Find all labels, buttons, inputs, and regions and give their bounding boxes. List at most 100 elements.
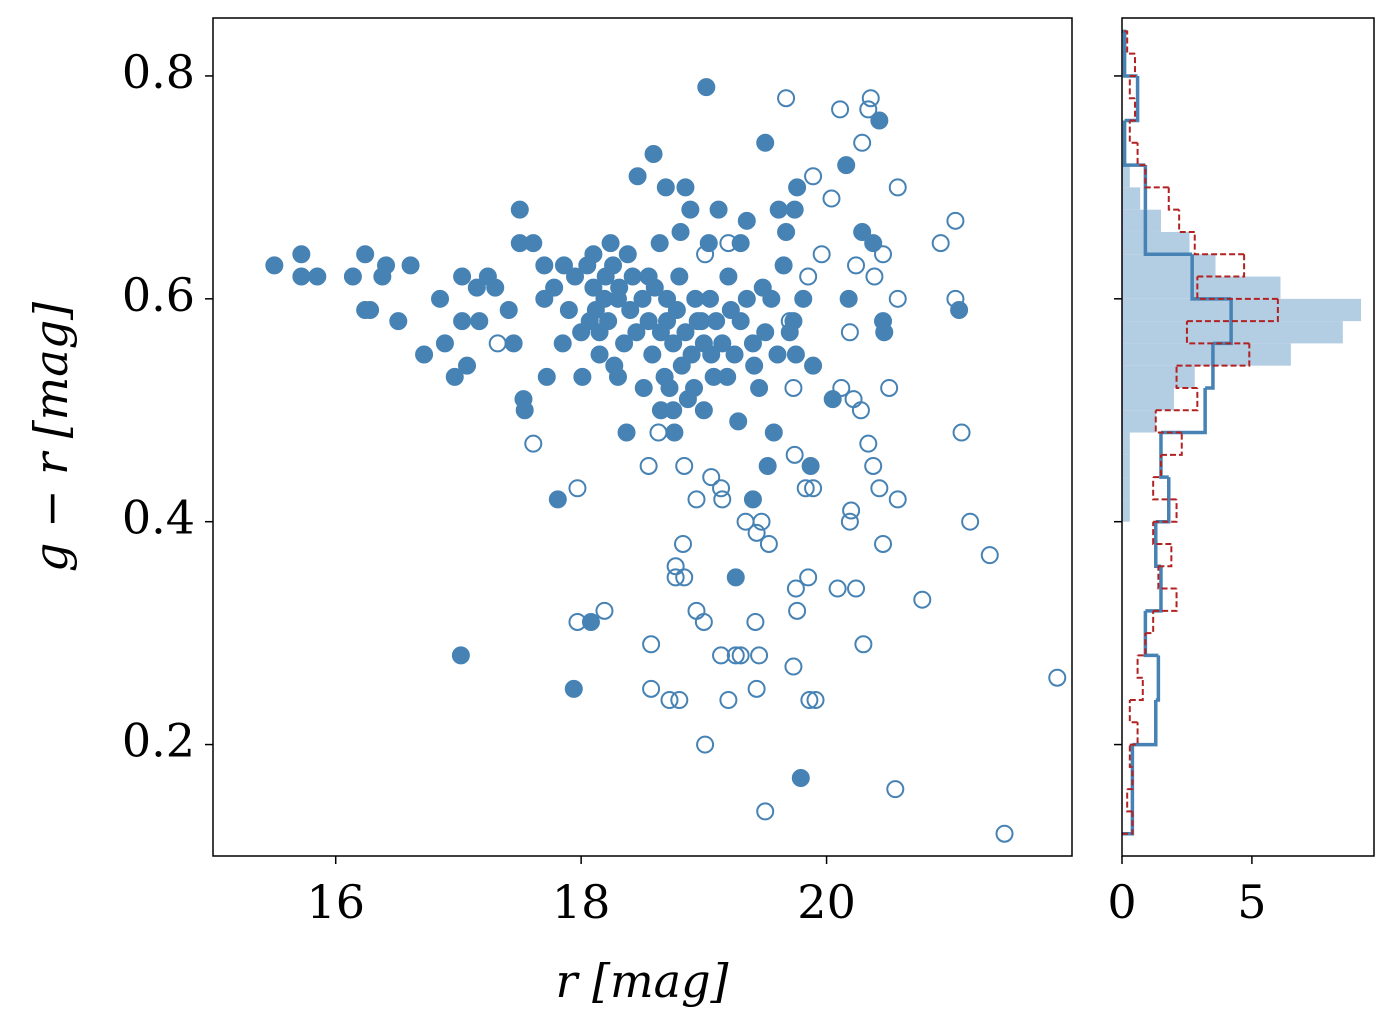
data-point bbox=[743, 490, 762, 509]
data-point bbox=[785, 200, 804, 219]
data-point bbox=[713, 490, 732, 509]
data-point bbox=[676, 323, 695, 342]
data-point bbox=[599, 312, 618, 331]
data-point bbox=[875, 323, 894, 342]
data-point bbox=[788, 601, 807, 620]
data-point bbox=[687, 490, 706, 509]
data-point bbox=[853, 222, 872, 241]
data-point bbox=[377, 256, 396, 275]
data-point bbox=[806, 690, 825, 709]
data-point bbox=[854, 635, 873, 654]
hist-step bbox=[1157, 566, 1177, 590]
data-point bbox=[524, 234, 543, 253]
data-point bbox=[524, 434, 543, 453]
x-tick-label: 20 bbox=[797, 875, 856, 929]
data-point bbox=[431, 289, 450, 308]
hist-step bbox=[1145, 610, 1155, 635]
data-point bbox=[700, 289, 719, 308]
data-point bbox=[737, 289, 756, 308]
data-point bbox=[601, 234, 620, 253]
hist-step bbox=[1160, 387, 1207, 435]
data-point bbox=[649, 423, 668, 442]
data-point bbox=[697, 78, 716, 97]
hist-step bbox=[1145, 566, 1163, 613]
data-point bbox=[451, 646, 470, 665]
data-point bbox=[874, 534, 893, 553]
hist-bar bbox=[1122, 209, 1161, 232]
data-point bbox=[628, 167, 647, 186]
hist-step bbox=[1129, 677, 1144, 701]
data-point bbox=[639, 312, 658, 331]
hist-bar bbox=[1122, 387, 1174, 411]
data-point bbox=[780, 312, 799, 331]
data-point bbox=[746, 612, 765, 631]
data-point bbox=[750, 378, 769, 397]
data-point bbox=[864, 456, 883, 475]
data-point bbox=[865, 267, 884, 286]
data-point bbox=[644, 144, 663, 163]
data-point bbox=[467, 278, 486, 297]
hist-step bbox=[1128, 699, 1138, 724]
data-point bbox=[682, 345, 701, 364]
data-point bbox=[812, 245, 831, 264]
data-point bbox=[650, 234, 669, 253]
data-point bbox=[642, 679, 661, 698]
hist-step bbox=[1143, 209, 1193, 256]
hist-step bbox=[1153, 454, 1162, 479]
data-point bbox=[621, 300, 640, 319]
hist-bar bbox=[1122, 477, 1130, 500]
data-point bbox=[786, 579, 805, 598]
data-point bbox=[800, 690, 819, 709]
hist-step bbox=[1176, 343, 1251, 367]
data-point bbox=[453, 267, 472, 286]
data-point bbox=[568, 612, 587, 631]
data-point bbox=[847, 256, 866, 275]
data-point bbox=[946, 289, 965, 308]
data-point bbox=[292, 267, 311, 286]
data-point bbox=[415, 345, 434, 364]
data-point bbox=[651, 323, 670, 342]
data-point bbox=[1048, 668, 1067, 687]
data-point bbox=[633, 289, 652, 308]
data-point bbox=[453, 312, 472, 331]
data-point bbox=[864, 234, 883, 253]
data-point bbox=[643, 345, 662, 364]
data-point bbox=[861, 89, 880, 108]
data-point bbox=[639, 456, 658, 475]
data-point bbox=[537, 367, 556, 386]
data-point bbox=[961, 512, 980, 531]
data-point bbox=[510, 200, 529, 219]
data-point bbox=[590, 345, 609, 364]
data-point bbox=[618, 245, 637, 264]
hist-step bbox=[1143, 610, 1159, 658]
data-point bbox=[840, 512, 859, 531]
data-point bbox=[667, 300, 686, 319]
hist-step bbox=[1136, 142, 1146, 167]
data-point bbox=[308, 267, 327, 286]
data-point bbox=[725, 345, 744, 364]
data-point bbox=[699, 234, 718, 253]
hist-step bbox=[1160, 432, 1183, 456]
hist-bar bbox=[1122, 187, 1141, 210]
data-point bbox=[880, 378, 899, 397]
hist-step bbox=[1122, 811, 1134, 835]
data-point bbox=[670, 690, 689, 709]
data-point bbox=[756, 323, 775, 342]
data-point bbox=[888, 490, 907, 509]
data-point bbox=[752, 512, 771, 531]
data-point bbox=[458, 356, 477, 375]
data-point bbox=[687, 601, 706, 620]
data-point bbox=[831, 100, 850, 119]
data-point bbox=[634, 378, 653, 397]
data-point bbox=[554, 256, 573, 275]
hist-step bbox=[1129, 53, 1136, 77]
axes-frame bbox=[1121, 17, 1375, 857]
data-point bbox=[488, 334, 507, 353]
hist-step bbox=[1144, 165, 1169, 189]
data-point bbox=[719, 234, 738, 253]
hist-step bbox=[1155, 655, 1161, 702]
data-point bbox=[747, 523, 766, 542]
data-point bbox=[709, 200, 728, 219]
data-point bbox=[859, 100, 878, 119]
data-point bbox=[615, 334, 634, 353]
